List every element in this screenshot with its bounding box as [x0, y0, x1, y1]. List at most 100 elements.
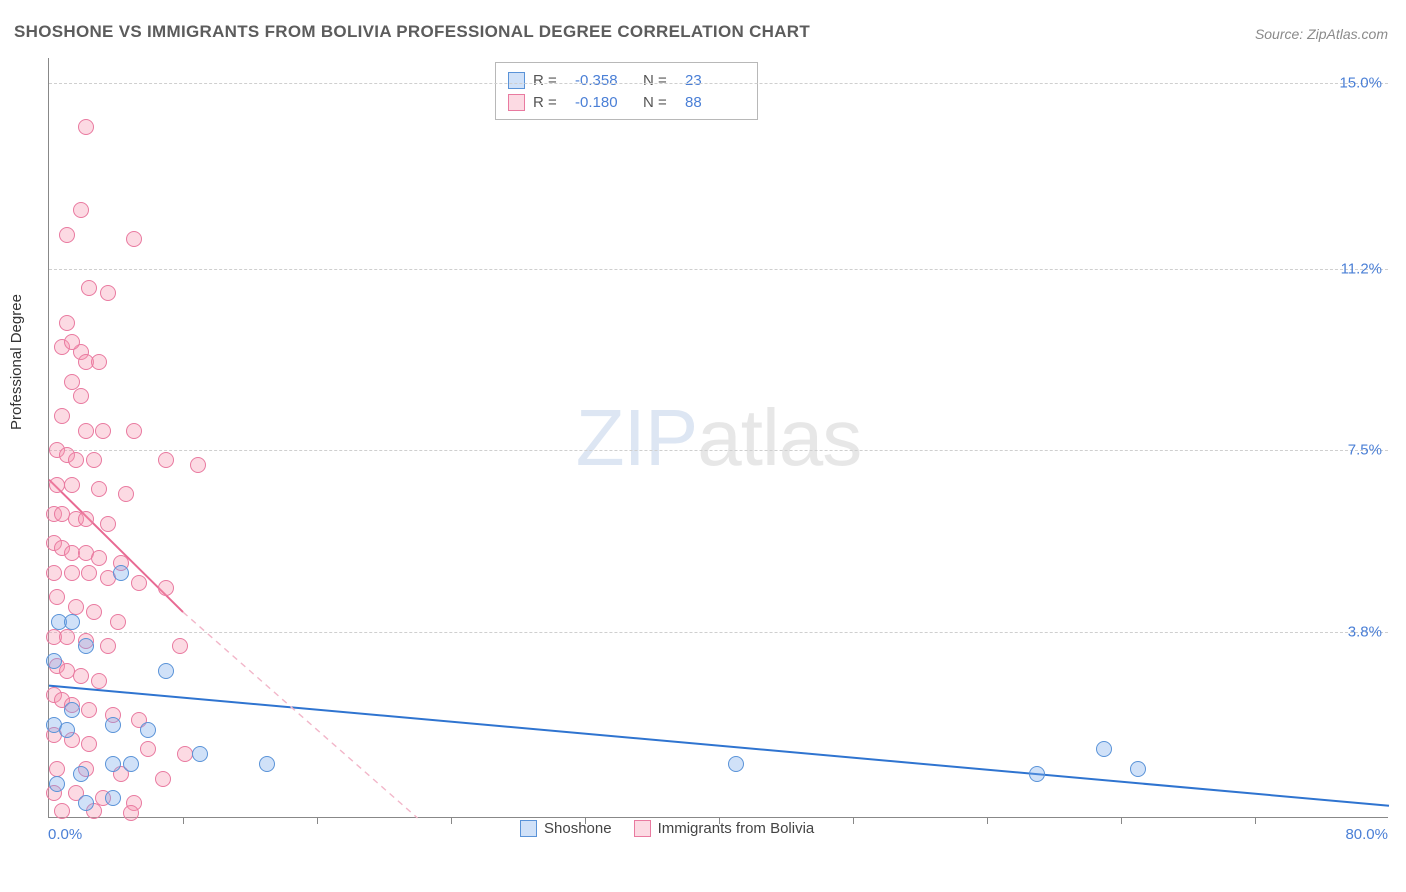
x-tick	[317, 817, 318, 824]
data-point	[59, 227, 75, 243]
n-value-blue: 23	[685, 72, 745, 89]
data-point	[1096, 741, 1112, 757]
x-tick	[853, 817, 854, 824]
data-point	[158, 663, 174, 679]
r-label: R =	[533, 94, 567, 111]
x-tick	[987, 817, 988, 824]
watermark-zip: ZIP	[576, 393, 697, 482]
data-point	[49, 589, 65, 605]
data-point	[1029, 766, 1045, 782]
r-value-blue: -0.358	[575, 72, 635, 89]
data-point	[64, 614, 80, 630]
data-point	[54, 803, 70, 819]
data-point	[81, 736, 97, 752]
data-point	[78, 638, 94, 654]
series-legend: Shoshone Immigrants from Bolivia	[520, 820, 814, 837]
legend-item-blue: Shoshone	[520, 820, 612, 837]
gridline	[49, 269, 1388, 270]
x-tick	[1121, 817, 1122, 824]
gridline	[49, 83, 1388, 84]
data-point	[64, 702, 80, 718]
data-point	[158, 452, 174, 468]
data-point	[140, 722, 156, 738]
swatch-pink	[634, 820, 651, 837]
data-point	[91, 550, 107, 566]
swatch-blue	[508, 72, 525, 89]
data-point	[78, 795, 94, 811]
gridline	[49, 632, 1388, 633]
data-point	[110, 614, 126, 630]
data-point	[46, 565, 62, 581]
swatch-pink	[508, 94, 525, 111]
data-point	[190, 457, 206, 473]
x-axis-min-label: 0.0%	[48, 826, 82, 843]
data-point	[49, 776, 65, 792]
data-point	[59, 629, 75, 645]
data-point	[86, 604, 102, 620]
data-point	[105, 717, 121, 733]
trend-lines	[49, 58, 1388, 817]
data-point	[1130, 761, 1146, 777]
series-name-pink: Immigrants from Bolivia	[658, 820, 815, 837]
data-point	[118, 486, 134, 502]
data-point	[113, 565, 129, 581]
data-point	[123, 756, 139, 772]
data-point	[54, 408, 70, 424]
data-point	[81, 280, 97, 296]
data-point	[100, 285, 116, 301]
gridline	[49, 450, 1388, 451]
data-point	[64, 374, 80, 390]
r-value-pink: -0.180	[575, 94, 635, 111]
y-tick-label: 3.8%	[1348, 623, 1382, 640]
data-point	[91, 481, 107, 497]
data-point	[140, 741, 156, 757]
data-point	[81, 565, 97, 581]
data-point	[105, 790, 121, 806]
data-point	[126, 423, 142, 439]
swatch-blue	[520, 820, 537, 837]
data-point	[105, 756, 121, 772]
data-point	[78, 119, 94, 135]
data-point	[172, 638, 188, 654]
data-point	[64, 565, 80, 581]
data-point	[68, 452, 84, 468]
data-point	[158, 580, 174, 596]
data-point	[95, 423, 111, 439]
data-point	[177, 746, 193, 762]
data-point	[73, 766, 89, 782]
x-tick	[1255, 817, 1256, 824]
data-point	[259, 756, 275, 772]
data-point	[49, 761, 65, 777]
y-tick-label: 15.0%	[1339, 74, 1382, 91]
n-label: N =	[643, 72, 677, 89]
data-point	[91, 673, 107, 689]
data-point	[126, 231, 142, 247]
data-point	[46, 653, 62, 669]
data-point	[68, 599, 84, 615]
r-label: R =	[533, 72, 567, 89]
x-tick	[451, 817, 452, 824]
x-tick	[183, 817, 184, 824]
chart-title: SHOSHONE VS IMMIGRANTS FROM BOLIVIA PROF…	[14, 22, 810, 42]
data-point	[100, 638, 116, 654]
data-point	[78, 511, 94, 527]
data-point	[64, 477, 80, 493]
data-point	[73, 202, 89, 218]
correlation-legend: R = -0.358 N = 23 R = -0.180 N = 88	[495, 62, 758, 120]
data-point	[155, 771, 171, 787]
scatter-plot-area: ZIPatlas R = -0.358 N = 23 R = -0.180 N …	[48, 58, 1388, 818]
legend-row-blue: R = -0.358 N = 23	[508, 69, 745, 91]
data-point	[728, 756, 744, 772]
y-tick-label: 11.2%	[1341, 260, 1382, 277]
data-point	[100, 516, 116, 532]
data-point	[73, 388, 89, 404]
data-point	[86, 452, 102, 468]
legend-row-pink: R = -0.180 N = 88	[508, 91, 745, 113]
series-name-blue: Shoshone	[544, 820, 612, 837]
data-point	[91, 354, 107, 370]
data-point	[73, 668, 89, 684]
n-value-pink: 88	[685, 94, 745, 111]
legend-item-pink: Immigrants from Bolivia	[634, 820, 815, 837]
data-point	[64, 334, 80, 350]
watermark: ZIPatlas	[576, 392, 861, 484]
